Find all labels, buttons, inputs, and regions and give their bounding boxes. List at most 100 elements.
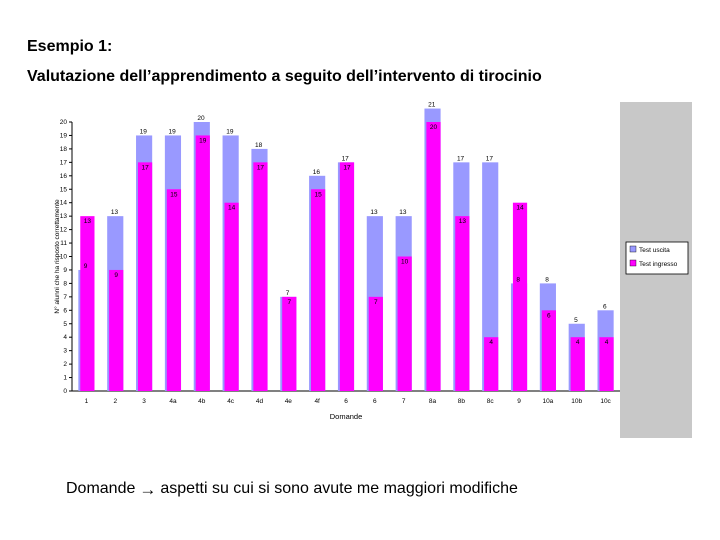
y-tick-label: 19 (60, 132, 68, 139)
data-label-test-ingresso: 15 (315, 191, 323, 198)
data-label-test-uscita: 9 (84, 263, 88, 270)
bar-test-ingresso (282, 296, 297, 391)
data-label-test-ingresso: 17 (141, 164, 149, 171)
x-tick-label: 10a (542, 398, 553, 405)
data-label-test-uscita: 19 (169, 128, 177, 135)
x-tick-label: 6 (373, 398, 377, 405)
x-tick-label: 8a (429, 398, 437, 405)
bar-test-ingresso (599, 337, 614, 391)
y-tick-label: 18 (60, 146, 68, 153)
x-tick-label: 2 (113, 398, 117, 405)
footer-note: Domande → aspetti su cui si sono avute m… (66, 480, 518, 498)
y-tick-label: 13 (60, 213, 68, 220)
bar-test-ingresso (253, 162, 268, 391)
data-label-test-ingresso: 13 (84, 218, 92, 225)
x-tick-label: 8c (487, 398, 495, 405)
bar-test-ingresso (224, 202, 239, 391)
bar-test-ingresso (137, 162, 153, 391)
y-tick-label: 3 (63, 348, 67, 355)
y-tick-label: 20 (60, 119, 68, 126)
y-tick-label: 9 (63, 267, 67, 274)
bar-test-ingresso (484, 337, 499, 391)
footer-term: Domande (66, 480, 136, 497)
bar-test-ingresso (80, 216, 95, 391)
y-tick-label: 0 (63, 388, 67, 395)
slide-heading: Esempio 1: (27, 38, 113, 55)
y-tick-label: 5 (63, 321, 67, 328)
data-label-test-uscita: 6 (603, 303, 607, 310)
bar-test-ingresso (541, 310, 556, 391)
data-label-test-ingresso: 17 (343, 164, 351, 171)
x-tick-label: 3 (142, 398, 146, 405)
x-tick-label: 8b (458, 398, 466, 405)
data-label-test-ingresso: 4 (605, 339, 609, 346)
x-tick-label: 1 (85, 398, 89, 405)
data-label-test-uscita: 17 (486, 155, 494, 162)
y-tick-label: 1 (63, 375, 67, 382)
y-tick-label: 10 (60, 254, 68, 261)
x-tick-label: 4c (227, 398, 235, 405)
data-label-test-uscita: 19 (140, 128, 148, 135)
x-tick-label: 4e (285, 398, 293, 405)
x-tick-label: 4a (169, 398, 177, 405)
bar-test-uscita (482, 162, 499, 391)
data-label-test-uscita: 7 (286, 290, 290, 297)
bar-test-ingresso (311, 189, 326, 391)
y-axis-title: N° alunni che ha risposto correttamente (54, 199, 61, 314)
data-label-test-ingresso: 19 (199, 137, 207, 144)
data-label-test-ingresso: 9 (114, 272, 118, 279)
x-tick-label: 9 (517, 398, 521, 405)
bar-test-ingresso (368, 296, 383, 391)
x-tick-label: 6 (344, 398, 348, 405)
data-label-test-ingresso: 6 (547, 312, 551, 319)
data-label-test-uscita: 13 (370, 209, 378, 216)
data-label-test-uscita: 8 (516, 276, 520, 283)
x-tick-label: 4f (314, 398, 320, 405)
data-label-test-ingresso: 17 (257, 164, 265, 171)
y-tick-label: 7 (63, 294, 67, 301)
bar-test-ingresso (195, 135, 210, 391)
data-label-test-ingresso: 4 (576, 339, 580, 346)
data-label-test-uscita: 20 (197, 115, 205, 122)
arrow-right-icon: → (139, 479, 157, 499)
data-label-test-ingresso: 13 (459, 218, 467, 225)
data-label-test-uscita: 18 (255, 142, 263, 149)
footer-text: aspetti su cui si sono avute me maggiori… (160, 480, 518, 497)
data-label-test-uscita: 21 (428, 102, 436, 109)
x-tick-label: 10b (571, 398, 582, 405)
x-tick-label: 4d (256, 398, 264, 405)
y-tick-label: 15 (60, 186, 68, 193)
y-tick-label: 8 (63, 280, 67, 287)
y-tick-label: 16 (60, 173, 68, 180)
bar-test-ingresso (397, 256, 412, 391)
data-label-test-ingresso: 14 (228, 205, 236, 212)
data-label-test-uscita: 19 (226, 128, 234, 135)
data-label-test-uscita: 5 (574, 317, 578, 324)
bar-chart: 0123456789101112131415161718192091311392… (54, 102, 692, 438)
bar-test-ingresso (166, 189, 182, 391)
bar-test-ingresso (570, 337, 585, 391)
data-label-test-ingresso: 15 (170, 191, 178, 198)
bar-chart-panel: 0 1 2 3 4 5 6 7 8 9 10 11 12 13 14 15 16 17 18 19 20 9 13 1 13 9 2… (54, 102, 692, 438)
y-tick-label: 12 (60, 227, 68, 234)
x-tick-label: 4b (198, 398, 206, 405)
data-label-test-uscita: 8 (545, 276, 549, 283)
bar-test-ingresso (109, 269, 124, 391)
data-label-test-uscita: 13 (111, 209, 119, 216)
data-label-test-ingresso: 4 (489, 339, 493, 346)
bar-test-ingresso (455, 216, 470, 391)
data-label-test-uscita: 17 (342, 155, 350, 162)
y-tick-label: 11 (60, 240, 67, 247)
x-tick-label: 7 (402, 398, 406, 405)
data-label-test-uscita: 13 (399, 209, 407, 216)
legend-swatch (629, 245, 637, 253)
data-label-test-ingresso: 7 (287, 299, 291, 306)
x-axis-title: Domande (330, 412, 363, 421)
y-tick-label: 14 (60, 200, 68, 207)
data-label-test-ingresso: 10 (401, 259, 409, 266)
bar-test-ingresso (339, 162, 355, 391)
y-tick-label: 6 (63, 307, 67, 314)
bar-test-ingresso (426, 122, 441, 391)
legend-swatch (629, 259, 637, 267)
y-tick-label: 4 (63, 334, 67, 341)
